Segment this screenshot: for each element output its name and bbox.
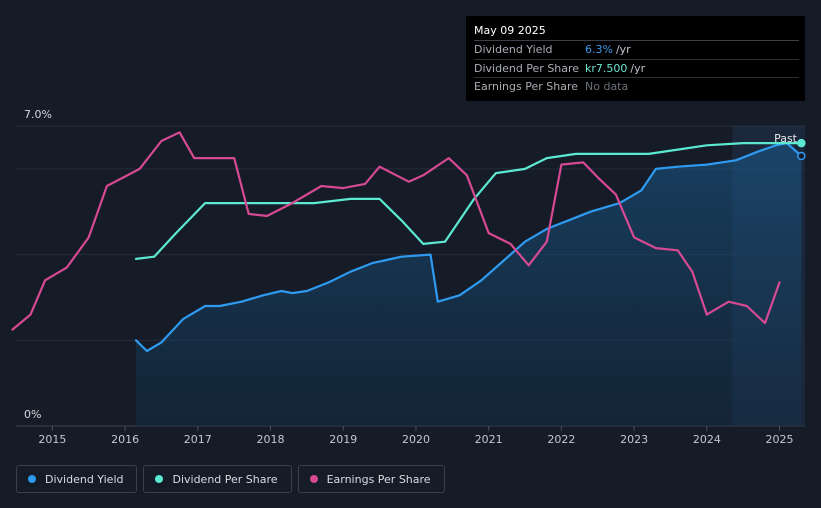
tooltip-date: May 09 2025 [474,16,799,41]
y-axis-bottom-label: 0% [24,408,41,421]
legend-dot-icon [309,475,318,483]
tooltip: May 09 2025 Dividend Yield 6.3% /yr Divi… [466,16,805,101]
legend-item-dividend-per-share[interactable]: Dividend Per Share [143,465,292,493]
dividend-per-share-line [134,142,803,260]
tooltip-value: kr7.500 [585,61,628,75]
y-axis-top-label: 7.0% [24,108,52,121]
past-label: Past [774,132,798,145]
x-tick-label: 2018 [257,433,285,446]
tooltip-label: Dividend Per Share [474,61,580,75]
legend-dot-icon [155,475,164,483]
legend-label: Dividend Yield [45,472,124,486]
earnings-per-share-line [11,131,781,331]
x-tick-label: 2024 [693,433,721,446]
tooltip-row-dividend-yield: Dividend Yield 6.3% /yr [474,41,799,60]
x-tick-label: 2021 [475,433,503,446]
series-layer [11,131,806,426]
dividend-yield-line [134,142,803,353]
x-tick-label: 2016 [111,433,139,446]
x-tick-label: 2020 [402,433,430,446]
legend-item-earnings-per-share[interactable]: Earnings Per Share [297,465,445,493]
legend-label: Dividend Per Share [172,472,278,486]
tooltip-row-earnings-per-share: Earnings Per Share No data [474,78,799,96]
x-tick-label: 2023 [620,433,648,446]
legend: Dividend Yield Dividend Per Share Earnin… [16,465,445,493]
x-axis: 2015 2016 2017 2018 2019 2020 2021 2022 2023 2024… [38,426,794,446]
x-tick-label: 2017 [184,433,212,446]
legend-dot-icon [28,475,36,483]
tooltip-value: 6.3% [585,43,613,56]
tooltip-value: No data [585,80,629,93]
x-tick-label: 2022 [547,433,575,446]
tooltip-label: Earnings Per Share [474,80,579,93]
x-tick-label: 2019 [329,433,357,446]
dividend-per-share-end-point [797,138,806,148]
legend-item-dividend-yield[interactable]: Dividend Yield [16,465,138,493]
tooltip-unit: /yr [630,61,646,75]
tooltip-unit: /yr [615,43,631,56]
tooltip-row-dividend-per-share: Dividend Per Share kr7.500 /yr [474,60,799,78]
dividend-yield-end-point [797,151,806,161]
dividend-yield-area [136,143,802,426]
x-tick-label: 2015 [38,433,66,446]
legend-label: Earnings Per Share [326,472,431,486]
tooltip-label: Dividend Yield [474,43,553,56]
x-tick-label: 2025 [766,433,794,446]
